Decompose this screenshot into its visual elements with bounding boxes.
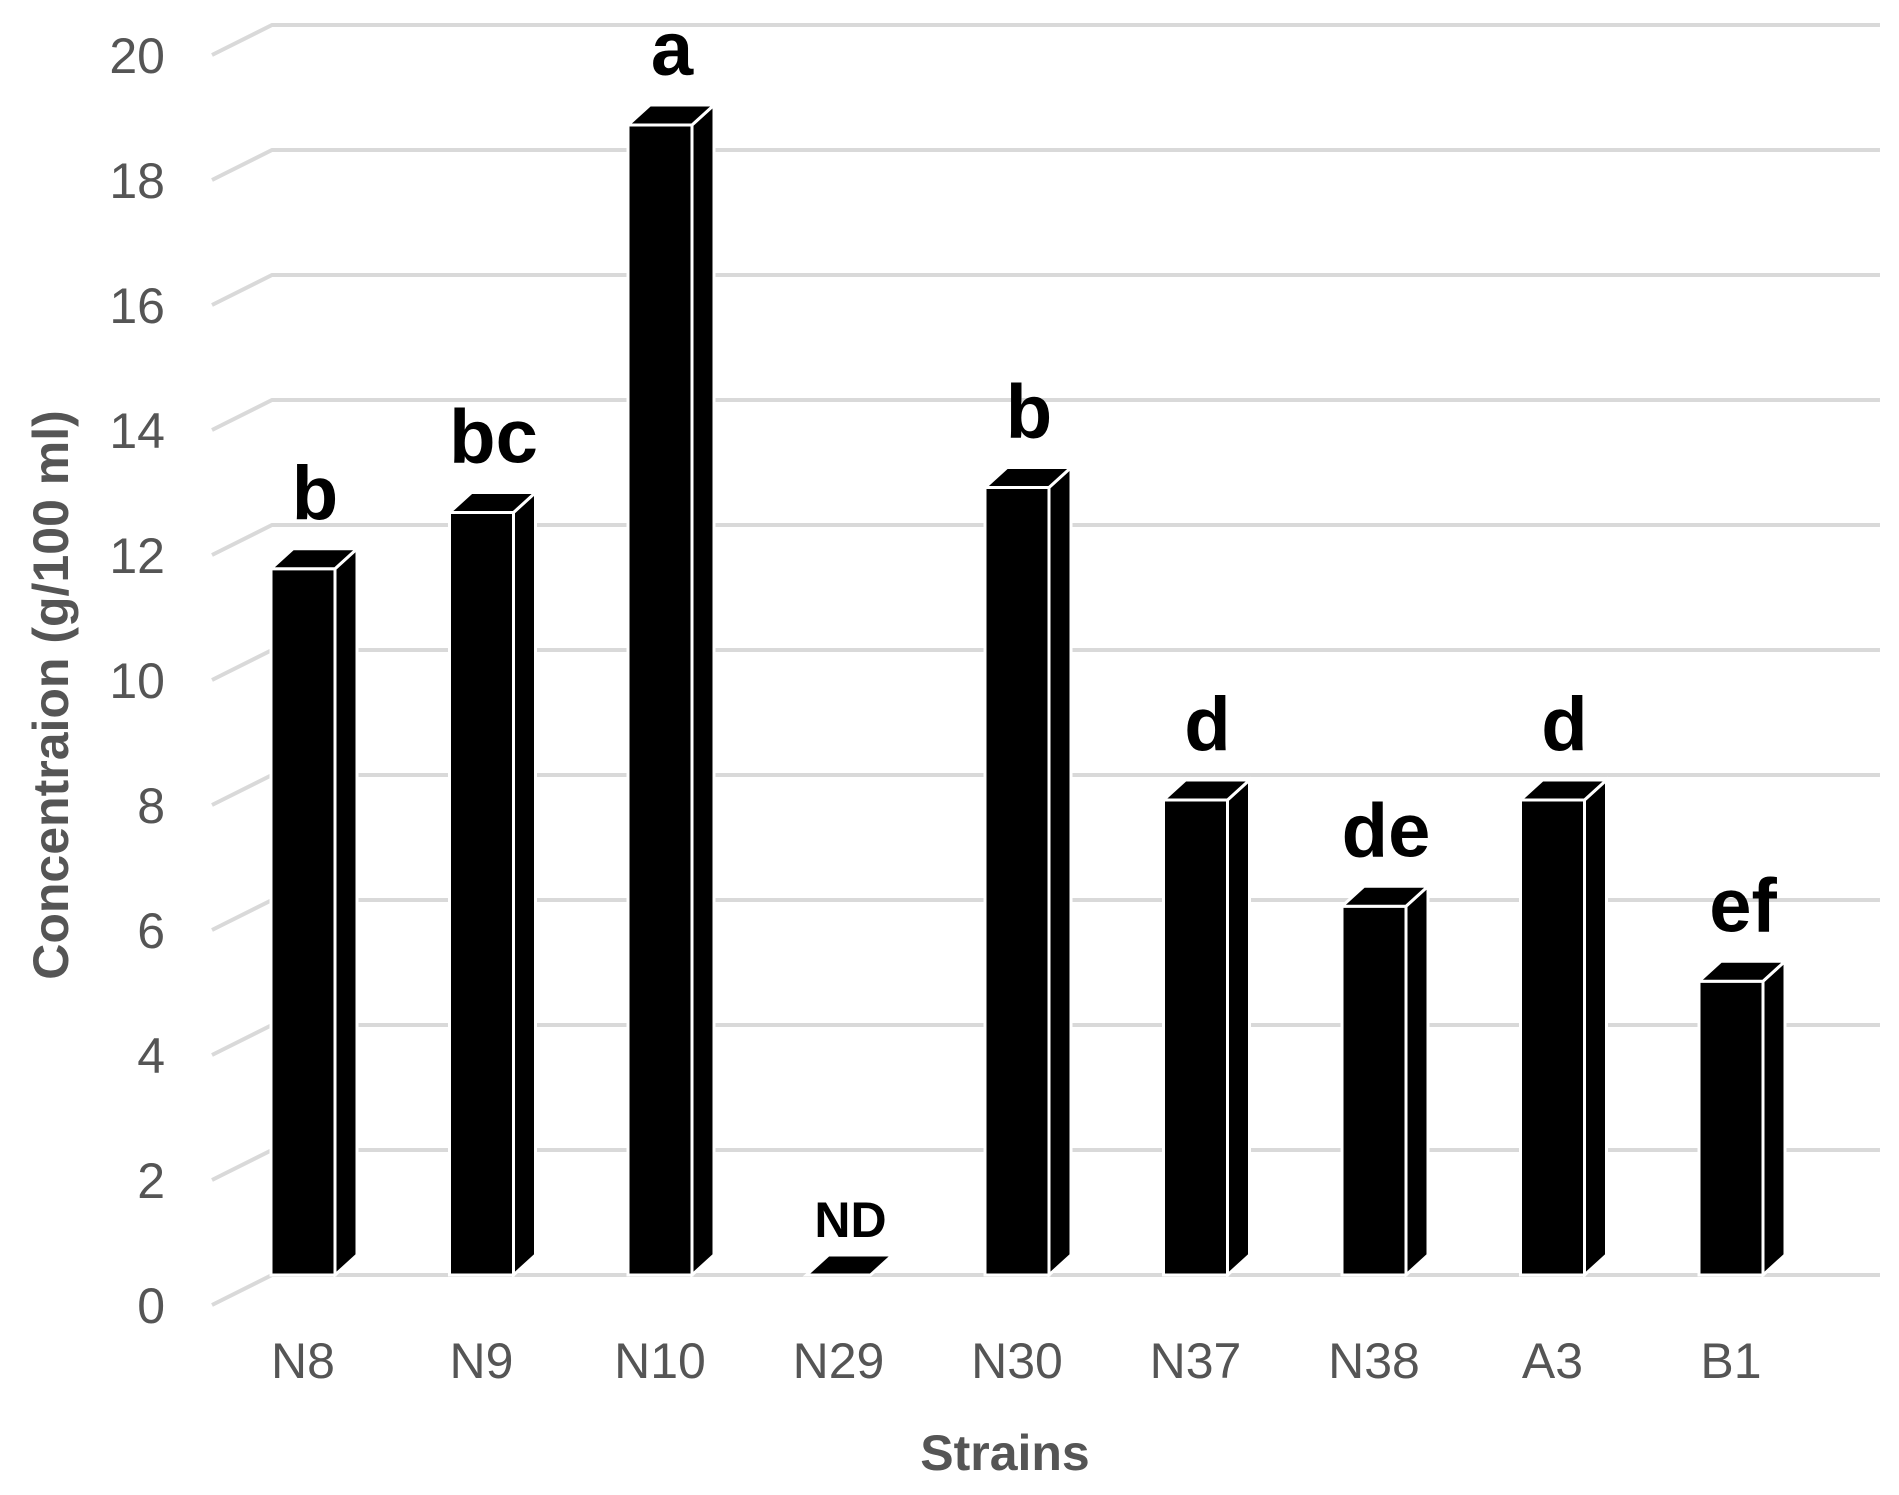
annotation-b1: ef: [1709, 863, 1777, 948]
bar-a3: [1516, 776, 1611, 1279]
bar-side: [1226, 776, 1251, 1279]
gridline: [211, 1273, 1880, 1307]
x-tick-label: B1: [1700, 1333, 1761, 1389]
bar-n10: [624, 101, 718, 1279]
bars: [267, 101, 1789, 1279]
bar-front: [269, 567, 337, 1277]
bar-n29: [802, 1253, 897, 1277]
annotation-n9: bc: [449, 395, 538, 480]
bar-top: [624, 103, 718, 127]
gridline: [211, 398, 1880, 432]
x-tick-label: N8: [271, 1333, 335, 1389]
bar-n8: [267, 545, 361, 1279]
annotation-n10: a: [651, 7, 694, 92]
bar-b1: [1695, 957, 1789, 1279]
y-tick-label: 0: [137, 1278, 165, 1334]
x-axis-ticks: N8 N9 N10 N29 N30 N37 N38 A3 B1: [271, 1333, 1762, 1389]
bar-top: [981, 466, 1075, 489]
annotation-n29: ND: [814, 1192, 886, 1248]
bar-top: [445, 491, 540, 514]
bar-side: [1761, 957, 1787, 1279]
x-tick-label: N29: [793, 1333, 885, 1389]
x-tick-label: N37: [1150, 1333, 1242, 1389]
x-tick-label: A3: [1522, 1333, 1583, 1389]
bar-front: [1697, 979, 1765, 1277]
bar-n30: [981, 464, 1075, 1279]
y-tick-label: 16: [109, 278, 165, 334]
bar-front: [448, 511, 515, 1277]
bar-top: [1695, 959, 1789, 983]
annotation-a3: d: [1541, 682, 1587, 767]
bar-front: [983, 486, 1051, 1277]
y-tick-label: 14: [109, 403, 165, 459]
annotation-n30: b: [1006, 370, 1052, 455]
y-tick-label: 10: [109, 653, 165, 709]
bar-top: [267, 547, 361, 571]
bar-front: [1162, 798, 1229, 1277]
x-tick-label: N10: [614, 1333, 706, 1389]
y-tick-label: 20: [109, 28, 165, 84]
bar-top: [1159, 778, 1254, 802]
bar-top: [802, 1253, 897, 1277]
bar-n37: [1159, 776, 1254, 1279]
bar-top: [1338, 884, 1432, 908]
bar-n9: [445, 489, 540, 1279]
gridline: [211, 273, 1880, 307]
y-tick-label: 8: [137, 778, 165, 834]
bar-side: [1404, 882, 1430, 1279]
y-tick-label: 2: [137, 1153, 165, 1209]
x-axis-title: Strains: [920, 1425, 1090, 1481]
bar-side: [333, 545, 359, 1279]
y-tick-label: 12: [109, 528, 165, 584]
annotation-n37: d: [1184, 682, 1230, 767]
gridline: [211, 523, 1880, 557]
bar-top: [1516, 778, 1611, 802]
bar-front: [1519, 798, 1586, 1277]
y-axis-title: Concentraion (g/100 ml): [23, 410, 79, 980]
y-tick-label: 4: [137, 1028, 165, 1084]
x-tick-label: N38: [1328, 1333, 1420, 1389]
bar-side: [1583, 776, 1608, 1279]
bar-n38: [1338, 882, 1432, 1279]
y-tick-label: 18: [109, 153, 165, 209]
y-axis-ticks: 0 2 4 6 8 10 12 14 16 18 20: [109, 28, 165, 1334]
bar-side: [690, 101, 716, 1279]
bar-front: [626, 123, 694, 1277]
y-tick-label: 6: [137, 903, 165, 959]
bar-side: [1047, 464, 1073, 1279]
bar-front: [1340, 904, 1408, 1277]
gridline: [211, 23, 1880, 57]
annotation-n38: de: [1342, 788, 1431, 873]
annotation-n8: b: [292, 451, 338, 536]
x-tick-label: N9: [450, 1333, 514, 1389]
gridline: [211, 148, 1880, 182]
bar-side: [512, 489, 537, 1279]
significance-letters: b bc a ND b d de d ef: [292, 7, 1778, 1248]
x-tick-label: N30: [971, 1333, 1063, 1389]
